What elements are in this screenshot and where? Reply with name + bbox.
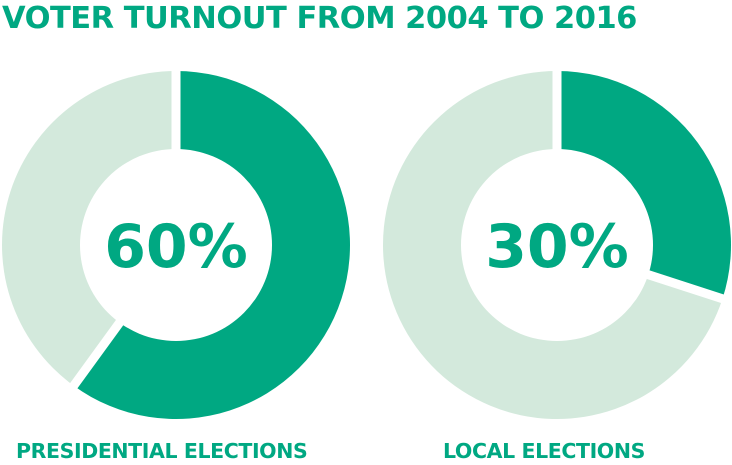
- caption-presidential-elections: PRESIDENTIAL ELECTIONS: [16, 439, 308, 463]
- center-percentage-label: 60%: [104, 212, 248, 282]
- caption-local-elections: LOCAL ELECTIONS: [443, 439, 645, 463]
- donut-chart-presidential: 60%: [2, 70, 351, 419]
- donut-hole: [80, 149, 272, 341]
- donut-hole: [461, 149, 653, 341]
- center-percentage-label: 30%: [485, 212, 629, 282]
- chart-title: VOTER TURNOUT FROM 2004 TO 2016: [2, 1, 637, 36]
- donut-chart-local: 30%: [382, 70, 731, 419]
